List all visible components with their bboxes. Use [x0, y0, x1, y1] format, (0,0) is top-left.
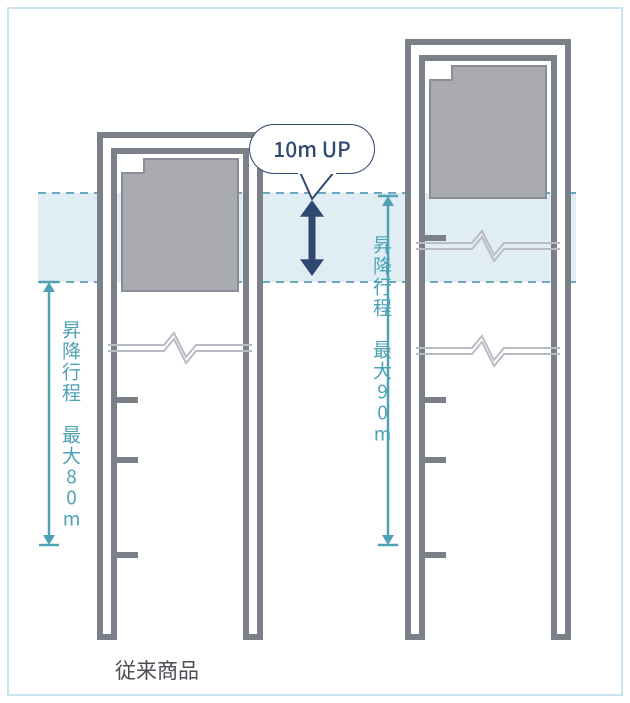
improvement-badge: 10m UP — [250, 125, 374, 173]
travel-label-right: 昇降行程 最大90m — [373, 235, 392, 445]
diagram-root: 10m UP 昇降行程 最大80m 昇降行程 最大90m 従来商品 — [0, 0, 630, 703]
diagram-svg — [0, 0, 630, 703]
travel-label-left: 昇降行程 最大80m — [62, 320, 81, 530]
caption-conventional: 従来商品 — [115, 655, 199, 685]
